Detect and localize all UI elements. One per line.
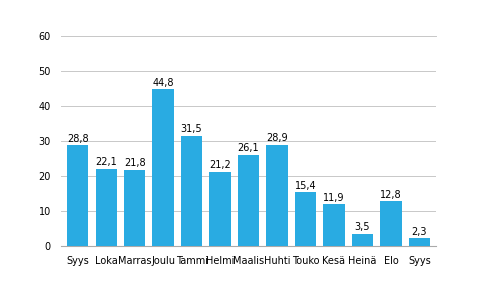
Text: 2,3: 2,3 — [411, 226, 426, 236]
Bar — [152, 89, 173, 246]
Bar — [379, 201, 401, 246]
Text: 21,8: 21,8 — [123, 158, 145, 168]
Bar — [294, 192, 316, 246]
Text: 28,8: 28,8 — [67, 134, 89, 144]
Text: 21,2: 21,2 — [209, 160, 230, 170]
Text: 15,4: 15,4 — [294, 181, 316, 191]
Text: 3,5: 3,5 — [354, 222, 369, 232]
Text: 12,8: 12,8 — [379, 190, 401, 200]
Bar — [237, 154, 259, 246]
Bar — [124, 170, 145, 246]
Text: 22,1: 22,1 — [95, 157, 117, 167]
Text: 28,9: 28,9 — [266, 134, 287, 143]
Bar — [351, 234, 372, 246]
Text: 26,1: 26,1 — [237, 143, 259, 153]
Bar — [95, 169, 117, 246]
Text: 44,8: 44,8 — [152, 78, 174, 88]
Bar — [209, 172, 230, 246]
Bar — [67, 145, 88, 246]
Bar — [323, 204, 344, 246]
Bar — [408, 238, 429, 246]
Bar — [266, 145, 287, 246]
Bar — [181, 136, 202, 246]
Text: 11,9: 11,9 — [322, 193, 344, 203]
Text: 31,5: 31,5 — [181, 124, 202, 134]
